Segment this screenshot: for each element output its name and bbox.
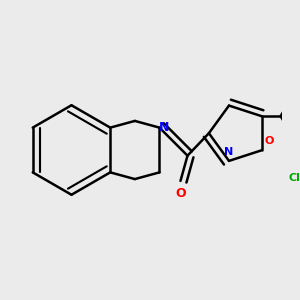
Text: Cl: Cl <box>289 172 300 183</box>
Text: O: O <box>175 187 186 200</box>
Text: N: N <box>224 147 234 157</box>
Text: N: N <box>158 121 169 134</box>
Text: O: O <box>264 136 274 146</box>
